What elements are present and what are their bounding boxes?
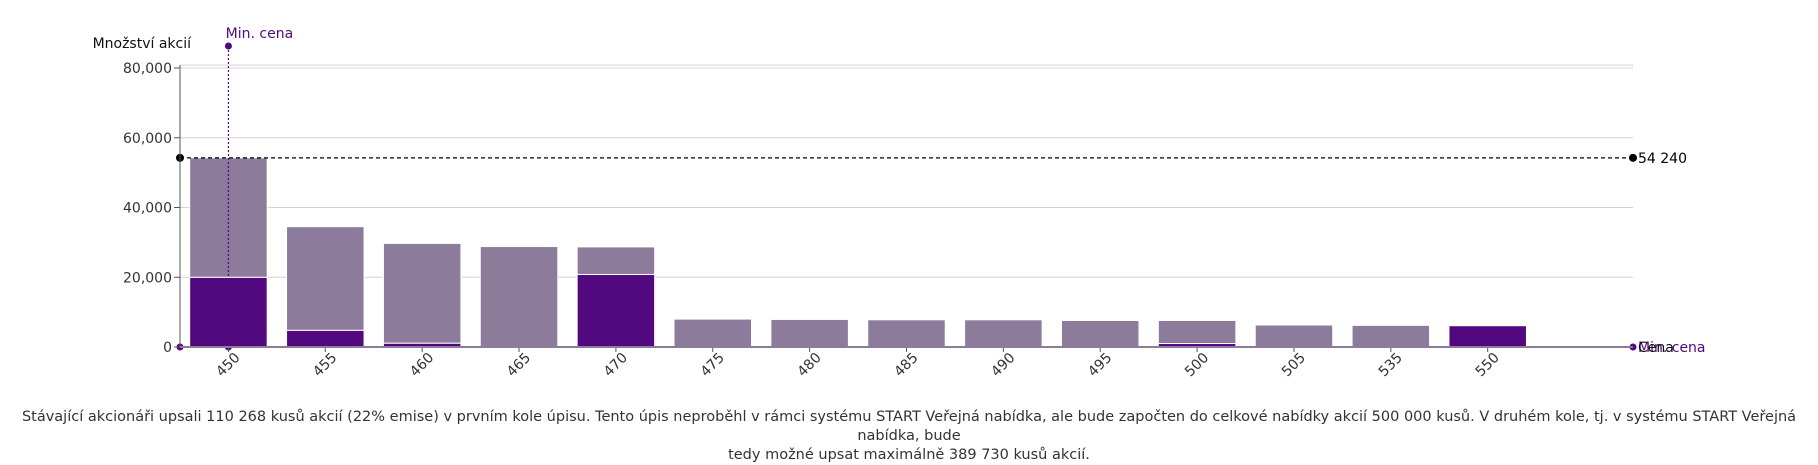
x-tick-label: 500 [1182, 350, 1212, 380]
x-tick-label: 470 [601, 350, 631, 380]
x-axis-label: Cena [1638, 340, 1674, 356]
bar-segment [1157, 319, 1237, 345]
y-axis-label: Množství akcií [93, 36, 193, 52]
y-tick-label: 0 [163, 340, 172, 356]
bar-segment [576, 246, 656, 275]
bar-segment [1254, 324, 1334, 348]
y-tick-label: 40,000 [123, 201, 172, 217]
x-tick-label: 480 [795, 350, 825, 380]
bar-segment [964, 319, 1043, 348]
min-price-axis-label: Min. cena [1638, 340, 1706, 356]
x-tick-label: 485 [891, 350, 921, 380]
caption-line-2: tedy možné upsat maximálně 389 730 kusů … [728, 447, 1090, 463]
bar-segment [673, 318, 753, 348]
overlays: 54 240 Min. cena Min. cena [176, 26, 1706, 356]
bars [189, 157, 1527, 348]
bar-segment [479, 246, 559, 348]
bar-segment [1060, 319, 1140, 348]
reference-line-label: 54 240 [1638, 151, 1687, 167]
x-tick-label: 455 [310, 350, 340, 380]
bar-segment [1351, 324, 1431, 348]
y-tick-label: 20,000 [123, 270, 172, 286]
bar-segment [286, 329, 365, 348]
y-tick-label: 80,000 [123, 61, 172, 77]
x-tick-label: 465 [504, 350, 534, 380]
bar-segment [286, 226, 365, 331]
bar-segment [1448, 325, 1527, 348]
min-price-top-dot [224, 42, 232, 50]
x-tick-label: 550 [1473, 350, 1503, 380]
caption-line-1: Stávající akcionáři upsali 110 268 kusů … [21, 409, 1797, 444]
x-tick-label: 460 [407, 350, 437, 380]
reference-line-end-dot [1629, 153, 1637, 162]
x-tick-label: 475 [698, 350, 728, 380]
bar-segment [382, 242, 462, 344]
x-tick-label: 490 [988, 350, 1018, 380]
min-price-label: Min. cena [226, 26, 294, 42]
y-tick-label: 60,000 [123, 131, 172, 147]
x-tick-label: 495 [1085, 350, 1115, 380]
x-tick-label: 505 [1279, 350, 1309, 380]
x-tick-label: 450 [213, 350, 243, 380]
bar-chart: 54 240 Min. cena Min. cena 0 20,000 40,000 60… [93, 26, 1706, 380]
x-tick-label: 535 [1376, 350, 1406, 380]
chart-caption: Stávající akcionáři upsali 110 268 kusů … [0, 408, 1818, 465]
bar-segment [189, 157, 268, 278]
bar-segment [867, 319, 946, 348]
bar-segment [770, 318, 849, 348]
bar-segment [576, 273, 656, 348]
